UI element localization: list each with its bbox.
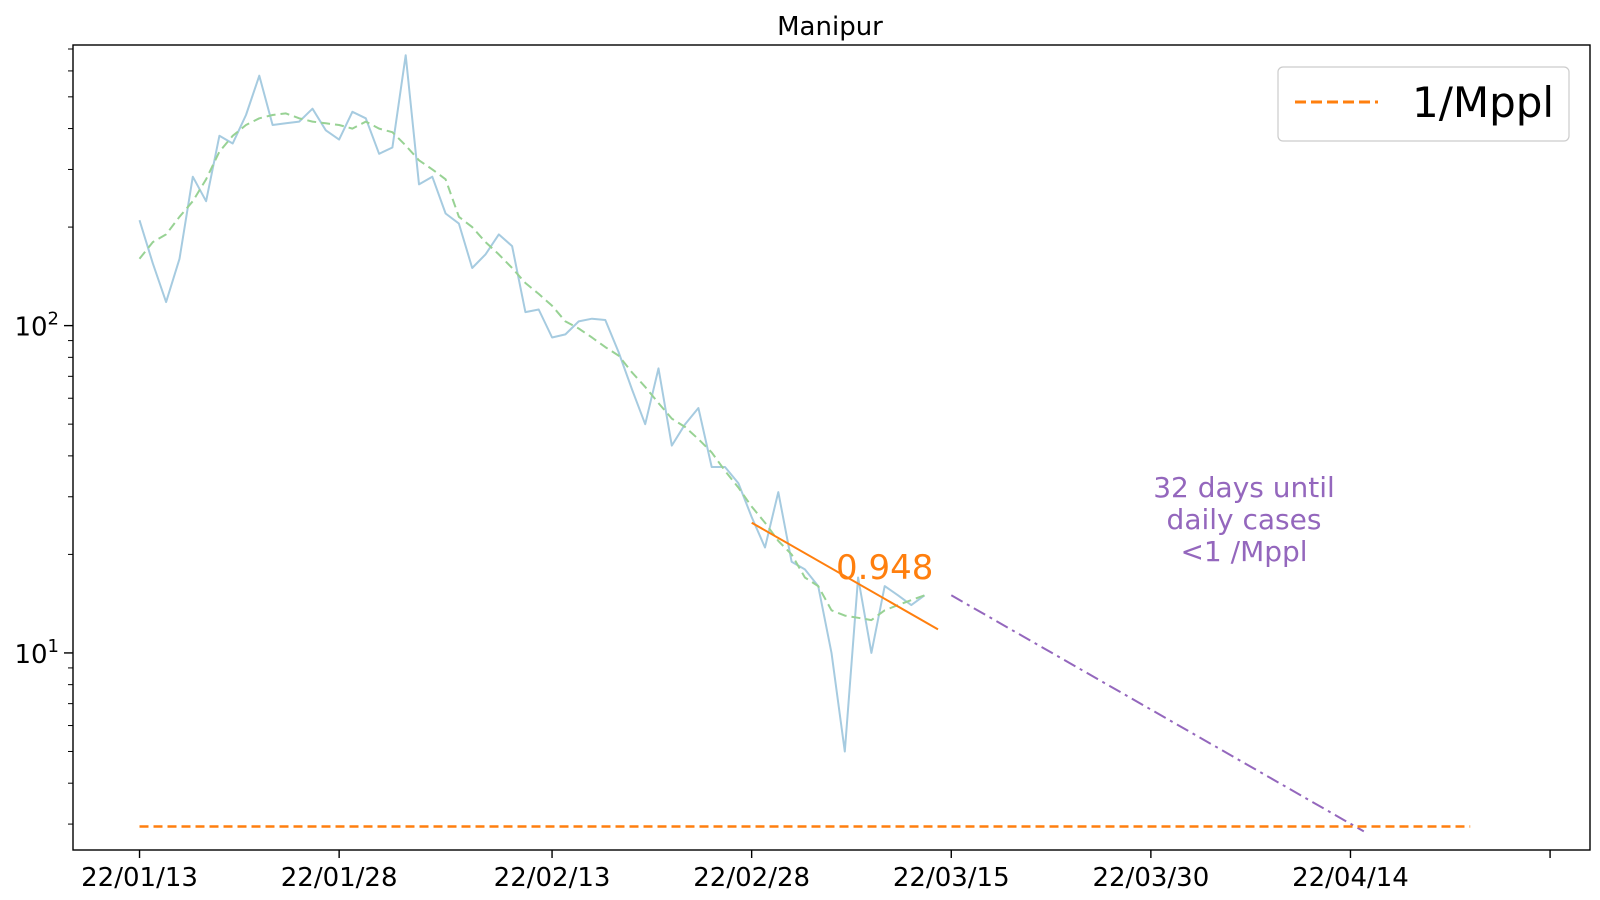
series-line-fit xyxy=(751,521,939,631)
y-axis: 101 102 xyxy=(14,48,73,825)
y-tick-label: 101 xyxy=(14,636,59,670)
projection-label: 32 days until daily cases <1 /Mppl xyxy=(1153,471,1335,568)
x-tick-label: 22/03/15 xyxy=(893,863,1010,893)
series-layer xyxy=(138,54,1471,833)
x-tick-label: 22/01/28 xyxy=(281,863,398,893)
annotation-layer: 0.948 32 days until daily cases <1 /Mppl xyxy=(836,471,1335,588)
chart-title: Manipur xyxy=(777,12,883,42)
x-tick-label: 22/01/13 xyxy=(81,863,198,893)
series-line-projection xyxy=(950,594,1365,833)
series-line-1 xyxy=(138,112,925,622)
legend-box xyxy=(1277,66,1570,142)
series-line-0 xyxy=(138,54,926,753)
x-tick-label: 22/02/13 xyxy=(494,863,611,893)
legend: 1/Mppl xyxy=(1277,66,1570,142)
legend-label: 1/Mppl xyxy=(1412,78,1554,127)
y-tick-label: 102 xyxy=(14,309,59,343)
x-tick-label: 22/03/30 xyxy=(1092,863,1209,893)
x-axis: 22/01/13 22/01/28 22/02/13 22/02/28 22/03/15… xyxy=(81,850,1551,893)
x-tick-label: 22/04/14 xyxy=(1292,863,1409,893)
x-tick-label: 22/02/28 xyxy=(693,863,810,893)
fit-rate-label: 0.948 xyxy=(836,548,933,588)
plot-frame xyxy=(72,44,1591,851)
